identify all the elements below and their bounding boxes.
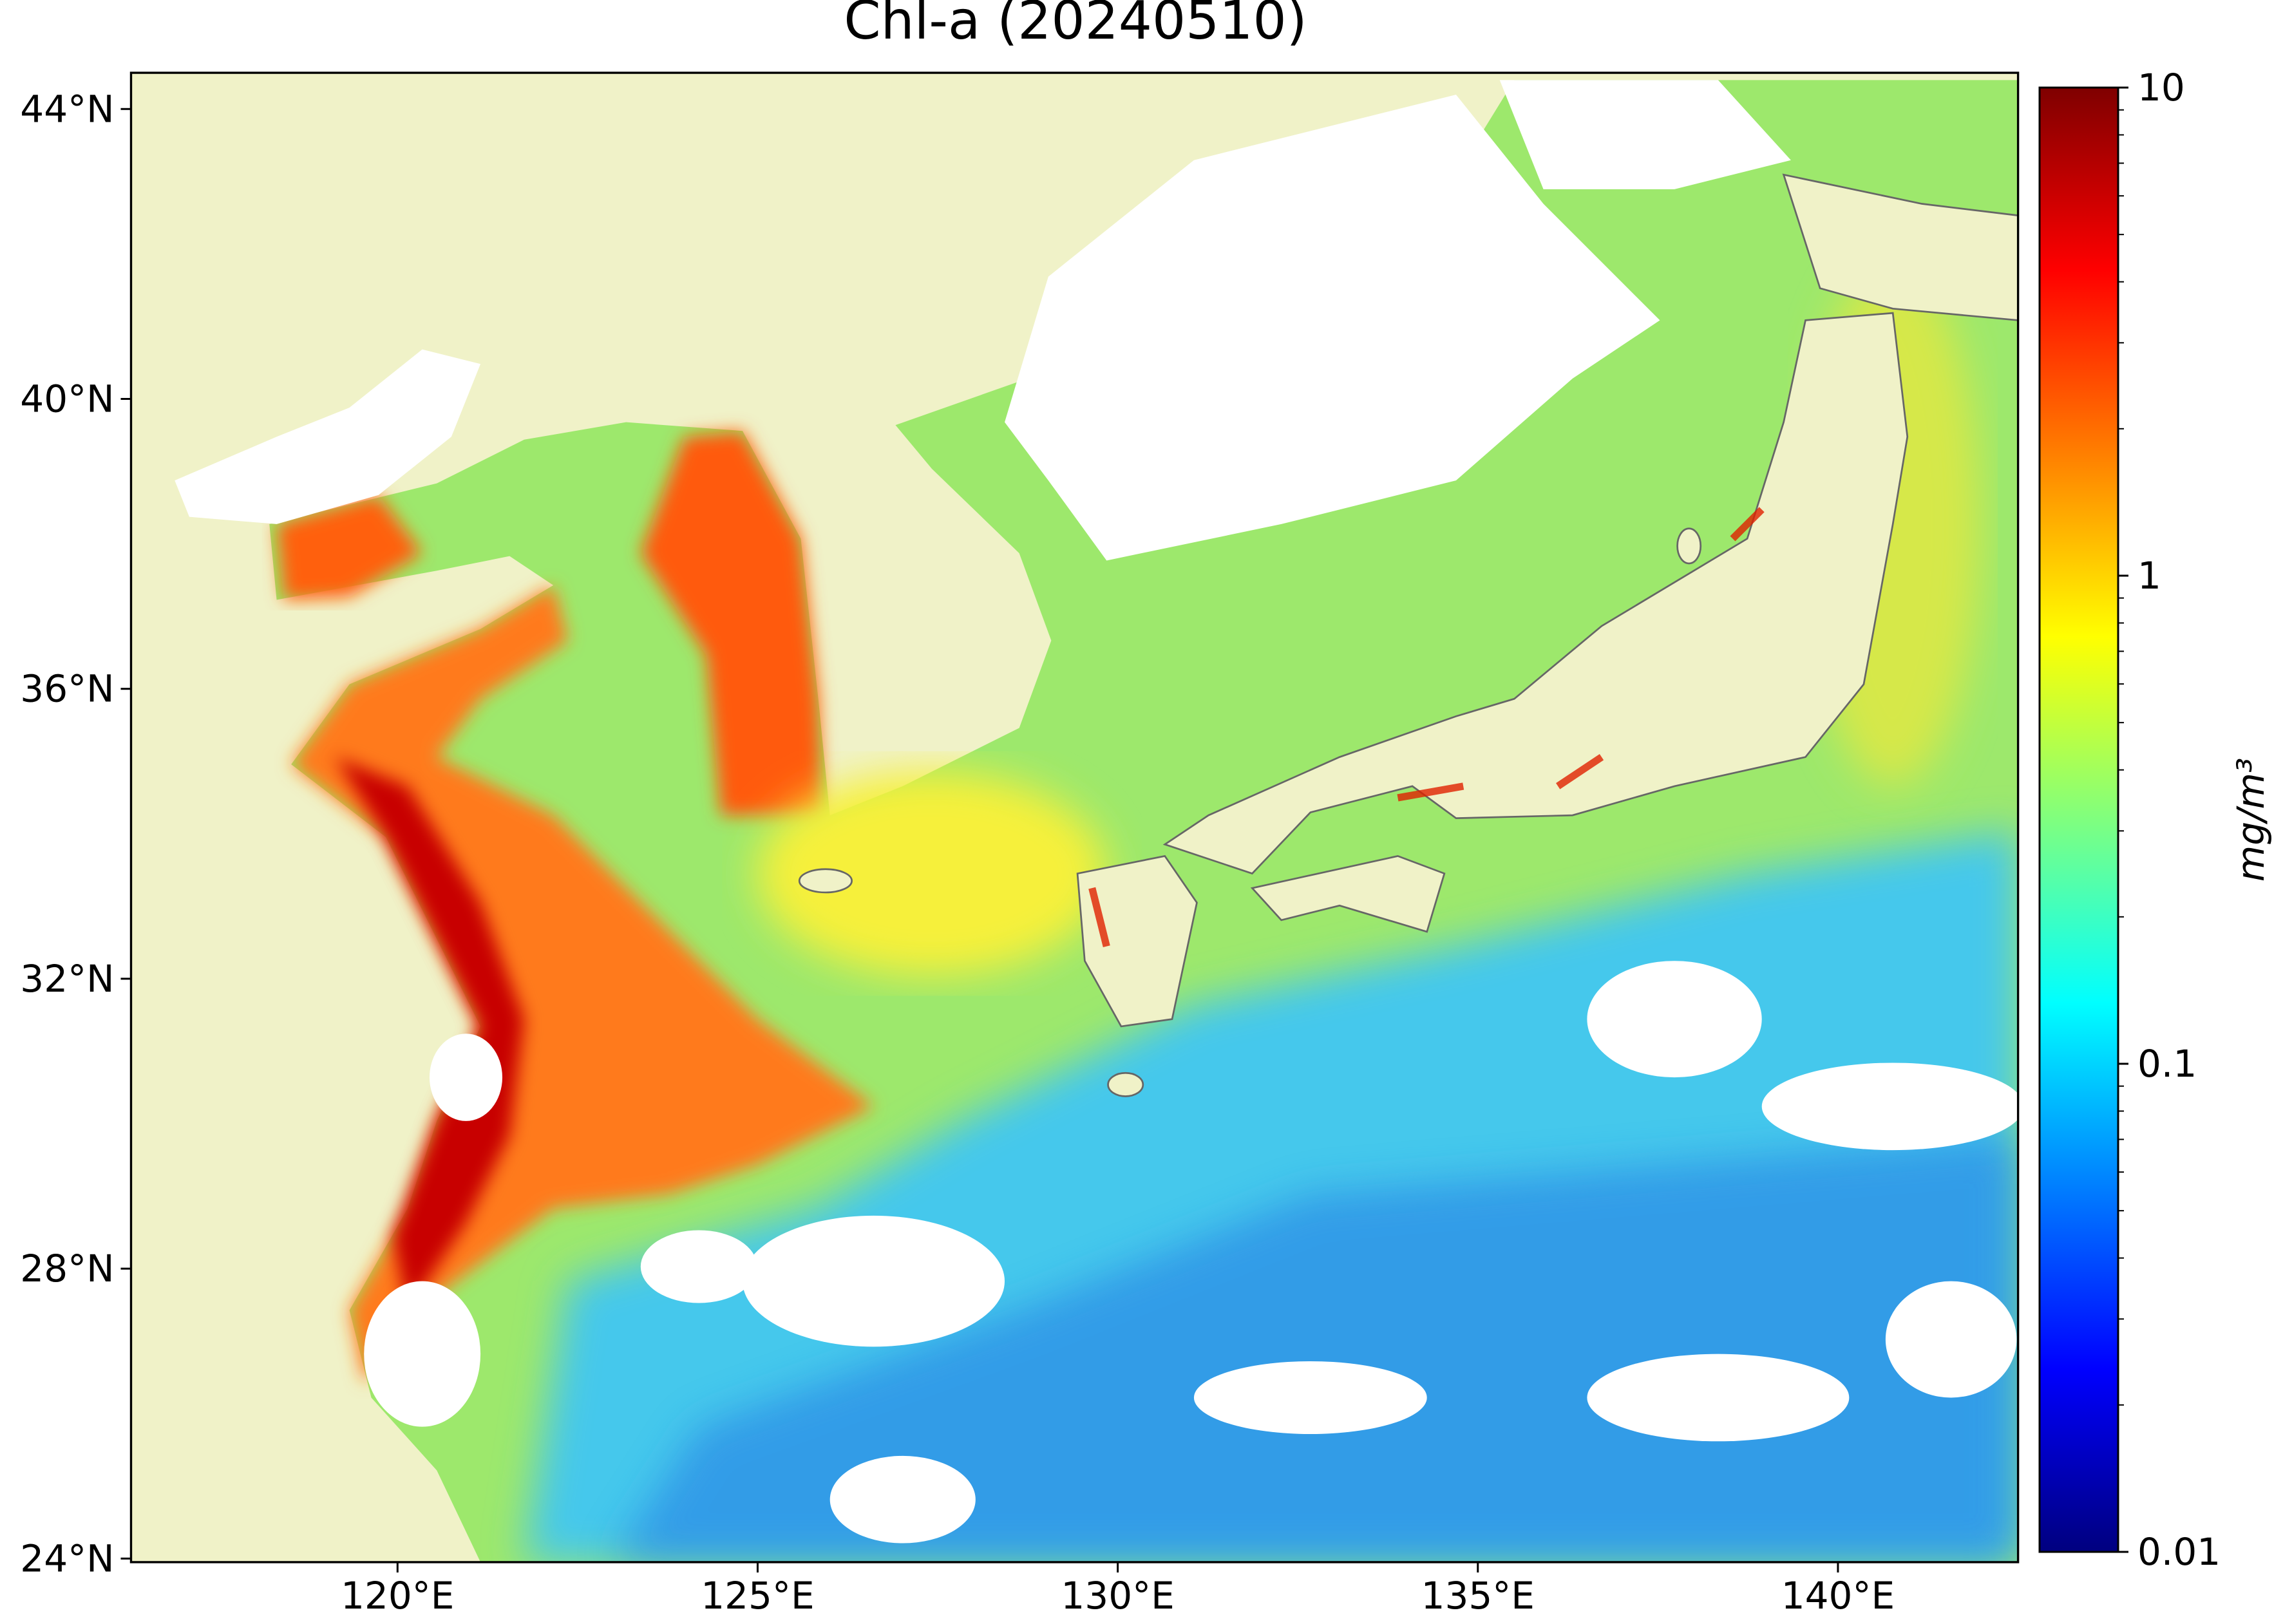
y-tick-label: 44°N	[20, 87, 114, 131]
cloud	[743, 1215, 1005, 1347]
island	[1676, 527, 1702, 565]
x-tick-label: 140°E	[1781, 1574, 1895, 1618]
bohai-bloom	[276, 495, 422, 600]
bloom-coast	[1088, 507, 1765, 947]
land	[1782, 173, 2018, 321]
x-tick-label: 130°E	[1061, 1574, 1174, 1618]
strait-water	[757, 771, 1107, 976]
coastal-bloom-core	[335, 757, 524, 1310]
axes: 120°E 125°E 130°E 135°E 140°E 24°N 28°N 32°N 36°…	[20, 87, 1895, 1618]
jeju	[798, 868, 853, 894]
chart-title: Chl-a (20240510)	[844, 0, 1307, 52]
colorbar-tick-label: 10	[2137, 66, 2185, 109]
land	[1250, 854, 1446, 933]
colorbar-ramp	[2038, 86, 2119, 1553]
open-ocean-deep	[611, 1135, 2018, 1562]
land	[1076, 854, 1198, 1028]
cloud	[640, 1230, 757, 1303]
colorbar: mg/m³ 0.01 0.1 1 10	[2038, 66, 2273, 1574]
y-tick-label: 28°N	[20, 1247, 114, 1290]
colorbar-tick-label: 0.1	[2137, 1042, 2197, 1086]
cloud	[1761, 1062, 2018, 1151]
colorbar-label: mg/m³	[2229, 758, 2273, 882]
cloud	[829, 1455, 976, 1544]
cloud	[1587, 1354, 1850, 1442]
island	[1107, 1072, 1144, 1097]
colorbar-tick-label: 1	[2137, 554, 2161, 598]
y-tick-label: 40°N	[20, 377, 114, 420]
cloud	[1499, 80, 1791, 189]
cloud	[1193, 1361, 1427, 1434]
cloud	[429, 1034, 503, 1121]
x-tick-label: 135°E	[1421, 1574, 1535, 1618]
x-tick-label: 125°E	[701, 1574, 814, 1618]
colorbar-tick-label: 0.01	[2137, 1530, 2221, 1574]
y-tick-label: 24°N	[20, 1536, 114, 1580]
korea-west-bloom	[640, 431, 823, 816]
cloud	[1885, 1281, 2017, 1398]
x-tick-label: 120°E	[341, 1574, 454, 1618]
y-tick-label: 36°N	[20, 667, 114, 711]
cloud	[364, 1281, 481, 1427]
land	[1162, 312, 1909, 875]
cloud	[1587, 961, 1762, 1078]
map-frame	[129, 71, 2020, 1563]
cloud	[175, 349, 481, 524]
map	[129, 71, 2020, 1563]
y-tick-label: 32°N	[20, 957, 114, 1001]
cloud	[1005, 94, 1660, 561]
